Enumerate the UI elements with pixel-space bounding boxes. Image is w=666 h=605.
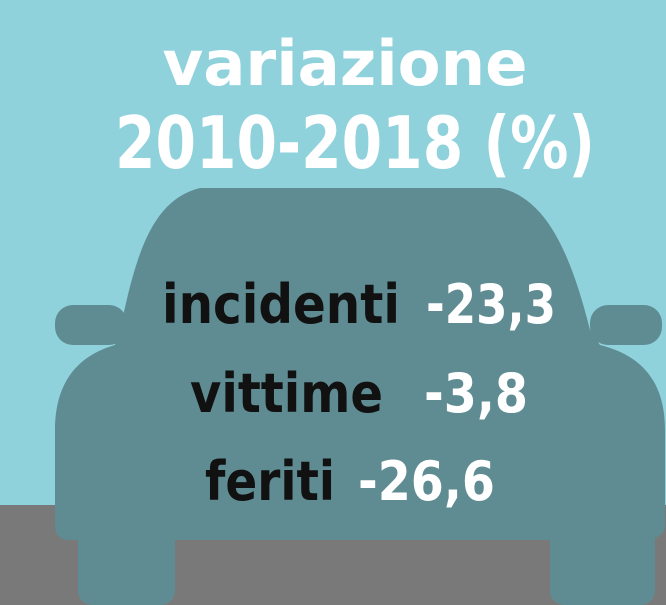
item-value: -23,3 <box>426 273 556 336</box>
item-label: vittime <box>190 362 383 425</box>
title-line: variazione <box>163 27 528 100</box>
left-mirror <box>55 305 127 345</box>
item-label: incidenti <box>162 273 400 336</box>
right-wheel <box>550 520 655 605</box>
left-wheel <box>78 520 175 605</box>
item-value: -3,8 <box>424 362 528 425</box>
infographic: variazione 2010-2018 (%) incidenti -23,3… <box>0 0 666 605</box>
item-label: feriti <box>205 450 335 513</box>
item-value: -26,6 <box>358 450 495 513</box>
right-mirror <box>590 305 662 345</box>
title-line: 2010-2018 (%) <box>115 101 595 185</box>
